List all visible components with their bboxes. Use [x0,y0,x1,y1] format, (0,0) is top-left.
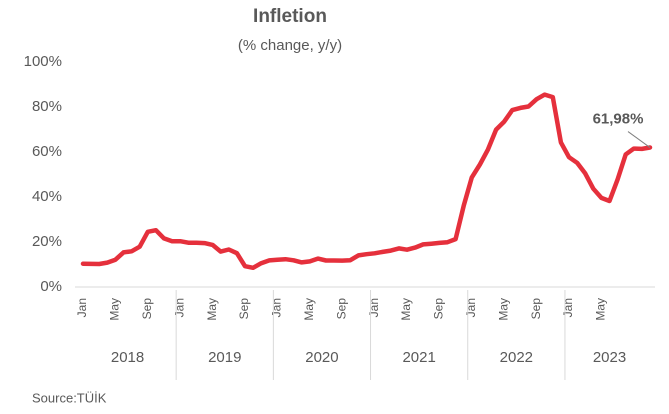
label-leader [627,131,651,148]
x-tick-label: May [108,298,122,321]
x-tick-label: Jan [75,298,89,317]
x-tick-label: May [399,298,413,321]
year-label: 2020 [305,349,338,366]
year-label: 2021 [402,349,435,366]
x-tick-label: Jan [270,298,284,317]
x-tick-label: Sep [529,298,543,320]
year-label: 2019 [208,349,241,366]
y-tick-label: 60% [32,143,62,160]
x-tick-label: Sep [334,298,348,320]
x-tick-label: Jan [172,298,186,317]
x-tick-label: Sep [237,298,251,320]
year-label: 2023 [593,349,626,366]
source-note: Source:TÜİK [32,390,107,405]
y-tick-label: 0% [40,278,62,295]
year-label: 2022 [500,349,533,366]
chart-subtitle: (% change, y/y) [238,37,342,54]
x-tick-label: Jan [561,298,575,317]
x-tick-label: Jan [367,298,381,317]
x-tick-label: May [594,298,608,321]
x-tick-label: Sep [140,298,154,320]
x-tick-label: Jan [464,298,478,317]
y-tick-label: 100% [24,53,62,70]
y-tick-label: 40% [32,188,62,205]
y-tick-label: 20% [32,233,62,250]
x-tick-label: May [302,298,316,321]
chart-title: Infletion [253,6,327,27]
x-tick-label: Sep [432,298,446,320]
year-label: 2018 [111,349,144,366]
x-tick-label: May [205,298,219,321]
y-tick-label: 80% [32,98,62,115]
x-tick-label: May [496,298,510,321]
line-series [80,92,653,271]
data-label: 61,98% [593,111,644,128]
